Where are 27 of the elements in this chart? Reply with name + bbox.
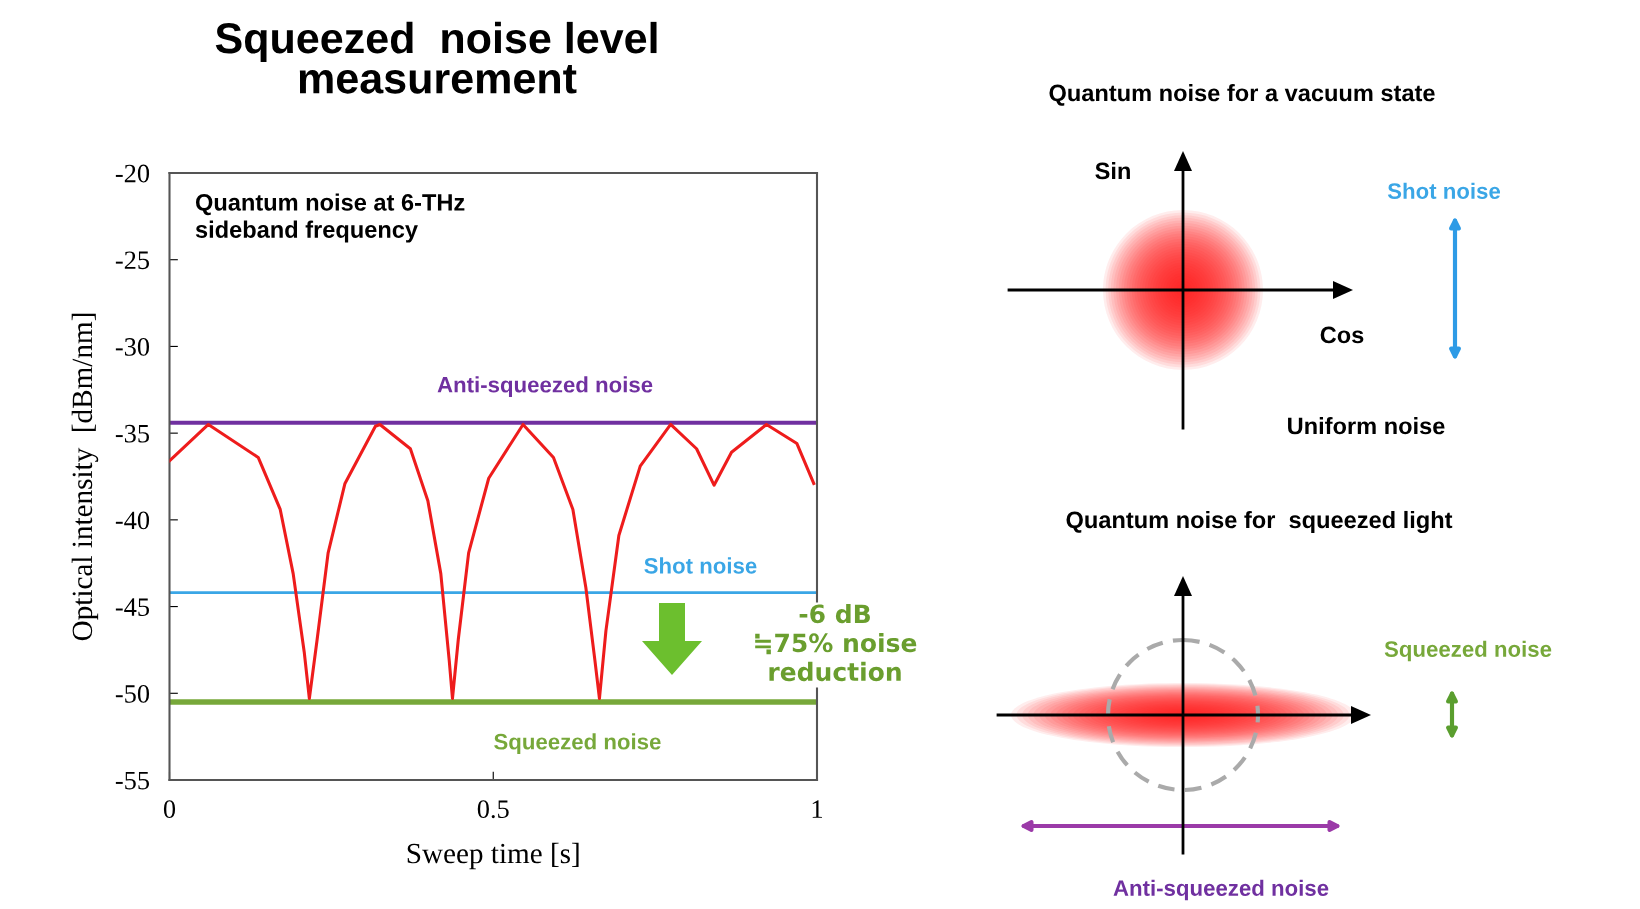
text: Sin [1095,162,1130,180]
text: Shot noise [1387,182,1501,199]
y-tick-label: -40 [115,511,150,530]
annotation: -6 dB ≒75% noise reduction [755,603,917,682]
x-tick-label: 1 [812,800,823,818]
y-axis-title: Optical intensity [dBm/nm] [71,313,99,641]
ref-line-label: Squeezed noise [494,733,661,754]
ref-line-label: Shot noise [644,557,757,574]
y-tick-label: -25 [115,251,150,270]
y-tick-label: -55 [115,771,150,790]
text: Quantum noise for squeezed light [1066,510,1453,534]
x-axis-title: Sweep time [s] [407,842,579,870]
chart-title: Squeezed noise level measurement [215,21,657,94]
text: Anti-squeezed noise [1113,879,1329,901]
y-tick-label: -20 [115,164,150,183]
text: Squeezed noise [1384,640,1552,662]
y-tick-label: -35 [115,424,150,443]
x-tick-label: 0 [163,800,176,819]
text: Quantum noise for a vacuum state [1049,84,1435,106]
y-tick-label: -45 [115,598,150,616]
y-tick-label: -50 [115,684,150,703]
text: Uniform noise [1288,416,1445,435]
x-tick-label: 0.5 [477,800,509,819]
y-tick-label: -30 [115,338,150,356]
text: Cos [1320,326,1364,344]
annotation: Quantum noise at 6-THz sideband frequency [195,193,465,243]
ref-line-label: Anti-squeezed noise [437,376,653,397]
